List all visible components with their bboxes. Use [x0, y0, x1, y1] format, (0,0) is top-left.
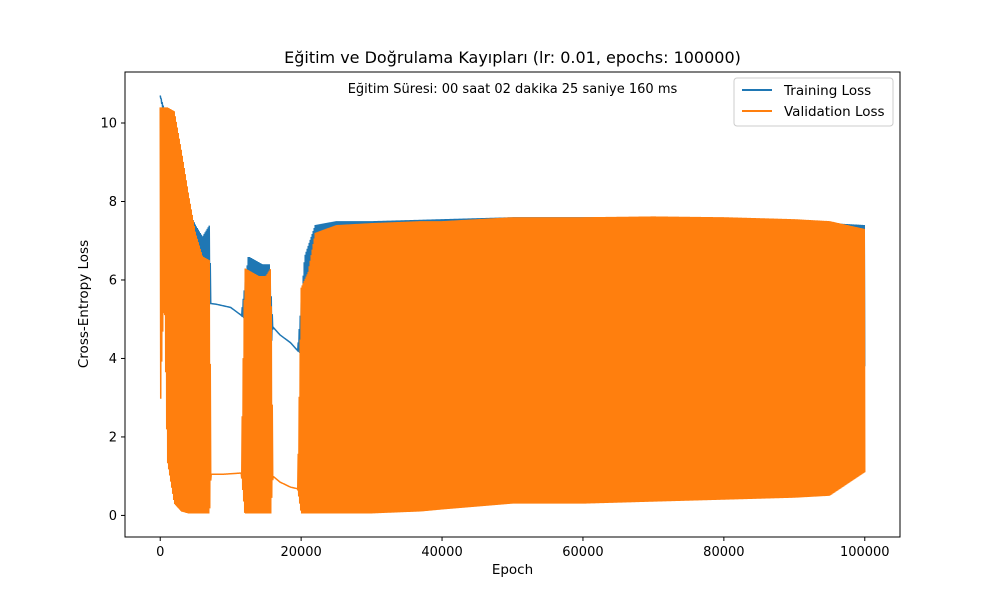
- y-tick-label: 10: [100, 117, 117, 132]
- x-axis: 0 20000 40000 60000 80000 100000: [156, 537, 890, 560]
- legend-label-training: Training Loss: [783, 83, 871, 99]
- x-tick-label: 40000: [421, 545, 462, 560]
- plot-area-frame: [124, 71, 901, 538]
- chart-title: Eğitim ve Doğrulama Kayıpları (lr: 0.01,…: [284, 48, 741, 67]
- x-tick-label: 0: [156, 545, 164, 560]
- x-tick-label: 20000: [280, 545, 321, 560]
- training-time-annotation: Eğitim Süresi: 00 saat 02 dakika 25 sani…: [348, 82, 678, 97]
- x-tick-label: 100000: [840, 545, 890, 560]
- y-axis: 0 2 4 6 8 10: [100, 117, 125, 524]
- y-tick-label: 4: [109, 352, 117, 367]
- x-tick-label: 80000: [703, 545, 744, 560]
- legend-label-validation: Validation Loss: [784, 104, 885, 120]
- legend-box: [733, 77, 894, 127]
- y-tick-label: 6: [109, 273, 117, 288]
- series-line-validation-loss: [159, 107, 866, 514]
- y-tick-label: 0: [109, 509, 117, 524]
- legend: Training Loss Validation Loss: [733, 77, 894, 127]
- series-layer: [159, 95, 866, 514]
- y-tick-label: 2: [109, 430, 117, 445]
- y-axis-label: Cross-Entropy Loss: [76, 240, 92, 368]
- x-tick-label: 60000: [562, 545, 603, 560]
- y-tick-label: 8: [109, 195, 117, 210]
- x-axis-label: Epoch: [492, 562, 533, 578]
